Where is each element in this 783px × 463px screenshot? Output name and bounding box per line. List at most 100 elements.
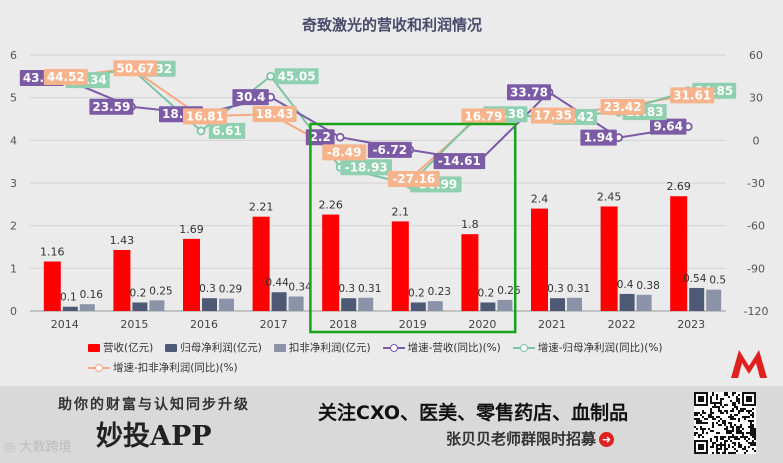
- qr-module: [718, 408, 720, 410]
- qr-module: [714, 418, 716, 420]
- legend-item-net-profit[interactable]: 归母净利润(亿元): [165, 340, 262, 355]
- qr-module: [720, 404, 722, 406]
- line-value-label: -6.72: [373, 143, 408, 157]
- qr-module: [736, 426, 738, 428]
- qr-module: [718, 424, 720, 426]
- qr-module: [722, 398, 724, 400]
- qr-module: [752, 430, 754, 432]
- qr-module: [730, 432, 732, 434]
- banner-subline[interactable]: 张贝贝老师群限时招募 ➜: [446, 428, 615, 449]
- bar-value-label: 2.26: [318, 199, 343, 212]
- y-left-tick: 0: [10, 305, 17, 318]
- line-label-box: [305, 129, 335, 146]
- qr-module: [716, 444, 718, 446]
- qr-module: [742, 428, 744, 430]
- qr-module: [724, 446, 726, 448]
- bar-net-profit: [341, 298, 357, 311]
- qr-module: [724, 424, 726, 426]
- qr-module: [754, 444, 756, 446]
- line-label-box: [367, 141, 412, 158]
- qr-module: [726, 448, 728, 450]
- line-label-box: [388, 170, 440, 187]
- legend-label: 归母净利润(亿元): [180, 342, 262, 354]
- qr-module: [718, 448, 720, 450]
- line-value-label: 45.05: [278, 69, 316, 83]
- bar-revenue: [43, 261, 61, 311]
- qr-module: [726, 394, 728, 396]
- bar-value-label: 0.34: [288, 281, 312, 293]
- qr-module: [712, 416, 714, 418]
- y-right-tick: 30: [749, 92, 763, 105]
- legend-item-revenue[interactable]: 营收(亿元): [88, 340, 153, 355]
- watermark: ◎ 大数跨境: [4, 440, 72, 455]
- bar-value-label: 1.16: [40, 246, 65, 259]
- qr-module: [722, 422, 724, 424]
- qr-module: [746, 416, 748, 418]
- qr-module: [718, 406, 720, 408]
- qr-module: [718, 410, 720, 412]
- qr-module: [750, 444, 752, 446]
- qr-module: [750, 414, 752, 416]
- data-labels: 1.16 1.43 1.69 2.21 2.26 2.1 1.8 2.4 2.45 2.69 0.1…: [19, 60, 737, 304]
- line-label-box: [322, 144, 367, 161]
- qr-module: [736, 436, 738, 438]
- qr-module: [752, 442, 754, 444]
- bar-value-label: 1.69: [179, 223, 204, 236]
- grid: [30, 54, 726, 312]
- qr-module: [718, 452, 720, 454]
- qr-module: [734, 392, 736, 394]
- legend-item-revenue-growth[interactable]: 增速-营收(同比)(%): [382, 340, 501, 355]
- qr-module: [730, 414, 732, 416]
- chart-title: 奇致激光的营收和利润情况: [302, 16, 482, 34]
- legend-item-deducted-growth[interactable]: 增速-扣非净利润(同比)(%): [88, 360, 238, 375]
- qr-module: [716, 394, 718, 396]
- qr-module: [750, 430, 752, 432]
- qr-module: [702, 416, 704, 418]
- qr-module: [732, 392, 734, 394]
- qr-module: [748, 432, 750, 434]
- bar-revenue: [183, 238, 200, 311]
- qr-module: [724, 392, 726, 394]
- qr-module: [754, 442, 756, 444]
- qr-module: [724, 422, 726, 424]
- qr-module: [732, 410, 734, 412]
- qr-module: [716, 432, 718, 434]
- line-label-box: [461, 108, 506, 125]
- qr-module: [702, 432, 704, 434]
- legend-item-deducted-profit[interactable]: 扣非净利润(亿元): [273, 340, 371, 355]
- x-tick-label: 2023: [677, 318, 705, 331]
- qr-module: [730, 424, 732, 426]
- bar-revenue: [252, 216, 270, 311]
- qr-module: [698, 418, 700, 420]
- qr-module: [744, 452, 746, 454]
- y-left-tick: 4: [10, 134, 17, 147]
- qr-module: [750, 428, 752, 430]
- qr-module: [708, 416, 710, 418]
- qr-module: [710, 416, 712, 418]
- line-point: [266, 71, 276, 81]
- legend-item-net-profit-growth[interactable]: 增速-归母净利润(同比)(%): [512, 340, 662, 355]
- qr-module: [752, 448, 754, 450]
- line-value-label: 33.78: [510, 85, 548, 99]
- y-left-tick: 2: [10, 220, 17, 233]
- line-value-label: 16.79: [464, 109, 502, 123]
- qr-module: [716, 446, 718, 448]
- qr-module: [730, 426, 732, 428]
- bar-value-label: 2.1: [392, 205, 410, 218]
- bar-net-profit: [410, 302, 426, 311]
- legend-line-marker: [512, 343, 535, 353]
- qr-module: [730, 440, 732, 442]
- qr-module: [724, 428, 726, 430]
- qr-module: [750, 420, 752, 422]
- x-tick-label: 2014: [51, 318, 79, 331]
- qr-module: [744, 408, 746, 410]
- qr-module: [740, 444, 742, 446]
- qr-module: [734, 438, 736, 440]
- bar-net-profit: [689, 287, 705, 311]
- qr-module: [736, 398, 738, 400]
- ad-banner[interactable]: [0, 386, 783, 463]
- qr-module: [700, 426, 702, 428]
- bar-deducted-profit: [219, 298, 234, 311]
- qr-module: [752, 408, 754, 410]
- line-value-label: 44.52: [47, 70, 85, 84]
